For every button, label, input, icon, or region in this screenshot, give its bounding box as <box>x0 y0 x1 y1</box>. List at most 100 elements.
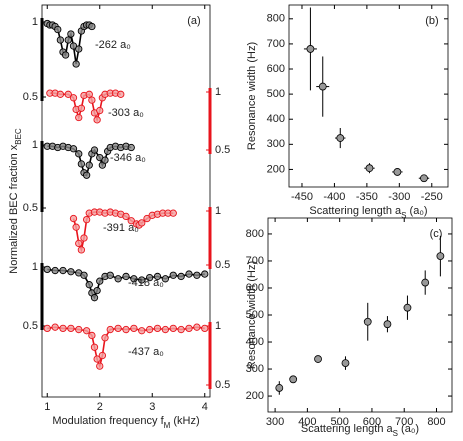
data-point <box>77 160 86 168</box>
y-tick-label: 600 <box>267 63 285 75</box>
data-point <box>75 45 83 53</box>
data-point <box>90 294 99 302</box>
data-point <box>69 214 78 223</box>
data-point <box>80 271 88 279</box>
data-point <box>106 271 114 279</box>
data-point <box>145 325 154 334</box>
x-tick-label: -350 <box>356 191 378 203</box>
y-axis-label: Resonance width (Hz) <box>246 261 258 369</box>
y-tick-label: 800 <box>267 13 285 25</box>
data-point <box>72 223 80 231</box>
data-point <box>56 36 65 44</box>
data-point <box>153 272 162 281</box>
series-label: -391 a₀ <box>103 222 139 234</box>
x-tick-label: 2 <box>97 401 103 413</box>
x-tick-label: 300 <box>266 416 284 428</box>
data-point <box>275 384 284 392</box>
data-point <box>436 252 445 260</box>
y-axis-label-text: Normalized BEC fraction x <box>8 144 20 273</box>
series-label: -262 a₀ <box>95 39 131 51</box>
data-point <box>161 275 170 283</box>
data-point <box>383 320 392 329</box>
series-label: -303 a₀ <box>108 107 144 119</box>
y-tick-label: 800 <box>246 228 264 240</box>
data-point <box>185 270 193 278</box>
data-point <box>122 212 130 221</box>
x-tick-label: 600 <box>363 416 381 428</box>
x-tick-label: 800 <box>427 416 445 428</box>
data-point <box>56 90 65 98</box>
y-axis-label-text: Resonance width (Hz) <box>246 42 258 150</box>
data-point <box>75 325 83 334</box>
data-point <box>90 146 99 154</box>
data-point <box>67 30 75 38</box>
data-point <box>51 266 59 275</box>
data-point <box>96 277 104 285</box>
data-point <box>114 324 122 333</box>
data-point <box>93 355 101 363</box>
x-tick-label: 1 <box>44 401 50 413</box>
y-tick-label: 1 <box>215 86 221 98</box>
y-tick-label: 0.5 <box>23 91 38 103</box>
y-tick-label: 200 <box>246 390 264 402</box>
data-point <box>82 327 91 335</box>
data-point <box>80 234 88 242</box>
x-axis-label-after: (a₀) <box>398 423 419 435</box>
data-point <box>67 268 75 276</box>
data-point <box>420 174 428 183</box>
x-axis-label: Modulation frequency fM (kHz) <box>52 415 199 430</box>
x-tick-label: 500 <box>330 416 348 428</box>
x-axis-label-text: Scattering length a <box>309 205 402 217</box>
y-tick-label: 400 <box>267 113 285 125</box>
x-tick-label: 700 <box>395 416 413 428</box>
data-point <box>88 331 96 340</box>
x-axis-label-sub: M <box>164 421 171 430</box>
x-axis-label-text: Modulation frequency f <box>52 415 164 427</box>
data-point <box>143 214 151 223</box>
x-tick-label: 400 <box>298 416 316 428</box>
data-point <box>318 82 327 91</box>
data-point <box>43 324 51 333</box>
data-point <box>69 94 78 102</box>
data-point <box>289 375 298 384</box>
data-point <box>341 359 350 367</box>
plot-frame <box>288 4 449 188</box>
y-tick-label: 0.5 <box>215 259 230 271</box>
data-point <box>75 239 83 248</box>
data-point <box>403 303 412 312</box>
data-point <box>77 104 86 112</box>
data-point <box>61 51 70 59</box>
data-point <box>161 325 170 334</box>
data-point <box>117 90 125 98</box>
y-axis-label-sub: BEC <box>14 128 23 145</box>
data-point <box>85 90 93 98</box>
data-point <box>101 156 109 164</box>
data-point <box>336 134 345 142</box>
data-point <box>85 161 93 169</box>
data-point <box>88 96 96 104</box>
data-point <box>85 281 93 289</box>
data-point <box>201 270 209 278</box>
data-point <box>77 246 86 254</box>
data-point <box>201 324 209 333</box>
y-tick-label: 1 <box>32 261 38 273</box>
data-point <box>169 271 177 279</box>
data-point <box>122 272 130 281</box>
data-point <box>177 272 185 281</box>
data-point <box>130 275 138 283</box>
data-point <box>169 209 177 217</box>
x-tick-label: 4 <box>202 401 208 413</box>
y-tick-label: 1 <box>32 16 38 28</box>
y-tick-label: 400 <box>246 336 264 348</box>
panel-label: (b) <box>425 15 438 27</box>
data-point <box>138 327 146 335</box>
y-tick-label: 0.5 <box>215 144 230 156</box>
y-tick-label: 1 <box>215 205 221 217</box>
y-axis-label-text: Resonance width (Hz) <box>246 261 258 369</box>
data-point <box>185 324 193 333</box>
data-point <box>43 265 51 274</box>
series-label: -346 a₀ <box>110 152 146 164</box>
x-tick-label: -450 <box>291 191 313 203</box>
x-axis-label: Scattering length aS (a₀) <box>309 205 427 220</box>
